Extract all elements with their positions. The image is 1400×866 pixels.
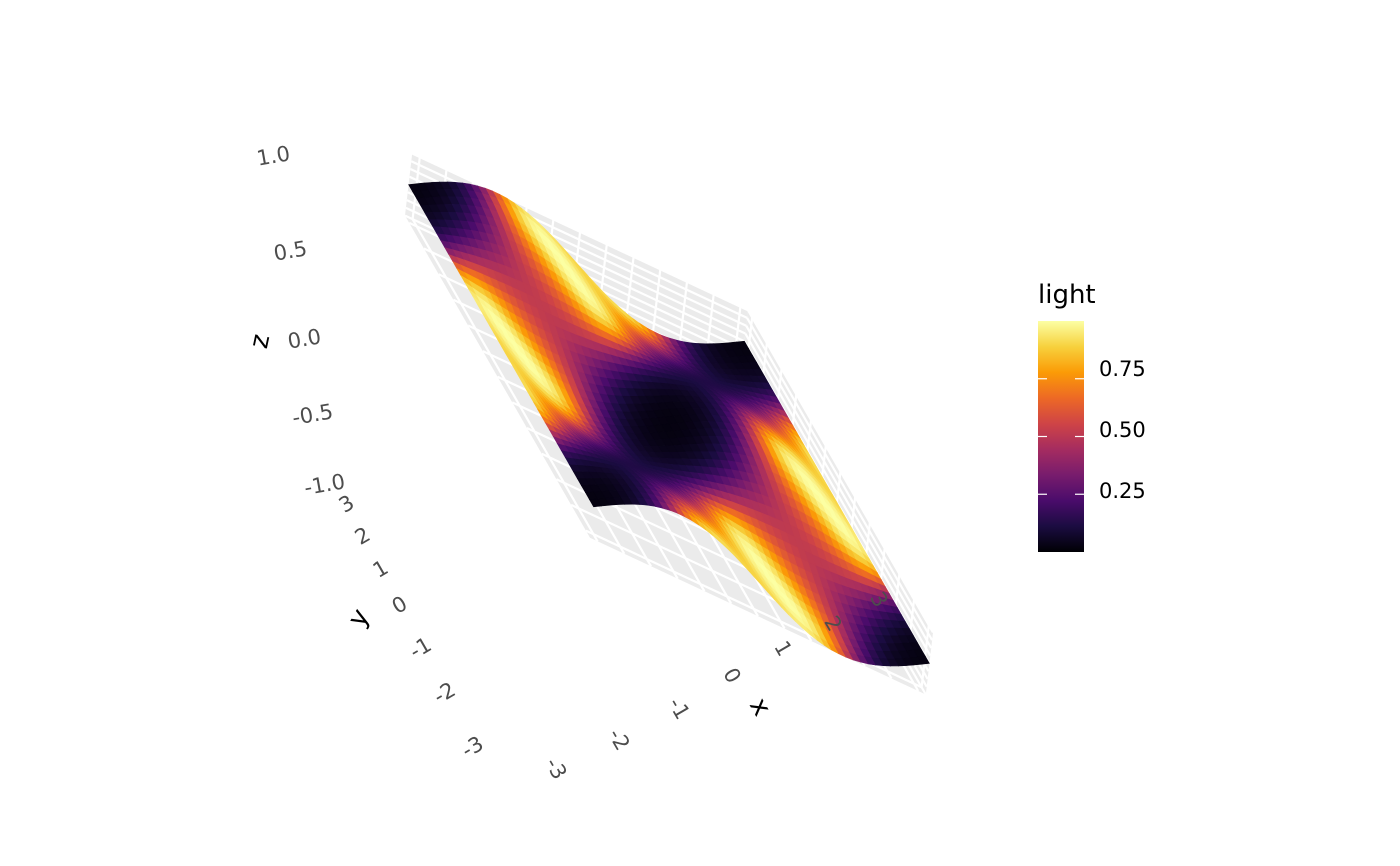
- surface-mesh: [408, 181, 930, 667]
- legend-ticks: [1038, 378, 1084, 495]
- y-tick-label: 3: [335, 490, 359, 517]
- z-tick-label: 1.0: [255, 141, 292, 170]
- grid-line: [744, 332, 932, 657]
- grid-line: [411, 152, 749, 312]
- x-axis-title: x: [743, 693, 777, 721]
- z-tick-label: 0.0: [286, 324, 323, 353]
- z-axis-title: z: [244, 332, 276, 352]
- y-tick-label: -3: [457, 731, 487, 762]
- y-tick-label: -1: [405, 632, 435, 663]
- legend-title: light: [1038, 280, 1096, 310]
- grid-line: [747, 309, 934, 633]
- surface-facet: [589, 498, 602, 508]
- y-tick-label: 0: [388, 591, 412, 618]
- y-tick-label: 1: [369, 555, 393, 582]
- x-tick-label: 0: [718, 664, 745, 688]
- z-tick-label: -0.5: [290, 399, 335, 430]
- x-tick-label: -1: [663, 693, 694, 723]
- x-tick-label: -3: [540, 753, 571, 783]
- y-tick-label: 2: [351, 522, 375, 549]
- x-axis-ticks: -3 -2 -1 0 1 2 3: [540, 588, 892, 784]
- x-tick-label: -2: [603, 724, 634, 754]
- legend-label: 0.50: [1099, 418, 1146, 442]
- color-legend: light 0.25 0.50 0.75: [1038, 280, 1146, 552]
- grid-line: [746, 317, 934, 641]
- legend-label: 0.25: [1099, 479, 1146, 503]
- z-axis-ticks: -1.0 -0.5 0.0 0.5 1.0: [255, 141, 347, 500]
- grid-line: [745, 325, 933, 649]
- legend-label: 0.75: [1099, 357, 1146, 381]
- x-tick-label: 1: [769, 637, 796, 661]
- y-tick-label: -2: [429, 677, 459, 708]
- z-tick-label: 0.5: [272, 236, 309, 265]
- y-axis-title: y: [342, 604, 376, 632]
